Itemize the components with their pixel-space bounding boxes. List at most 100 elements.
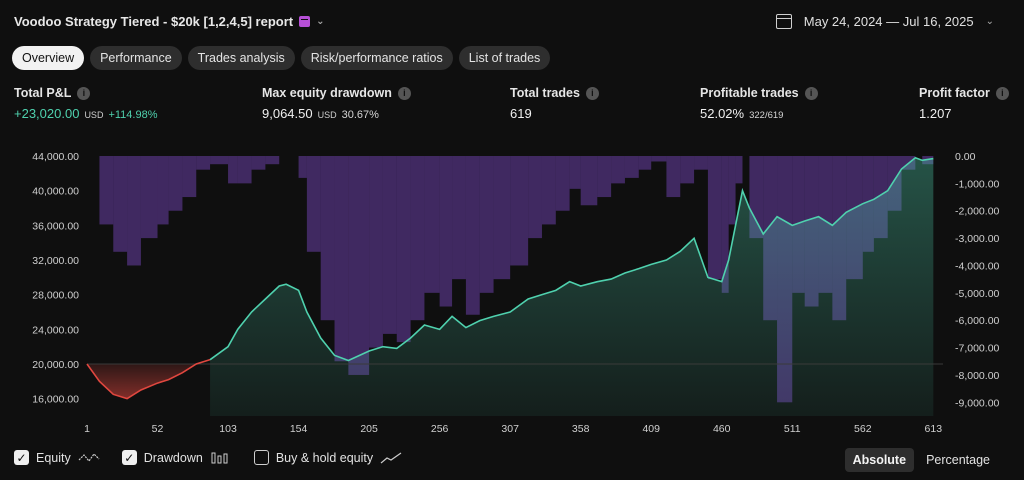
report-tabs: Overview Performance Trades analysis Ris… <box>12 46 551 70</box>
drawdown-bar <box>157 156 169 225</box>
drawdown-bar <box>334 156 349 362</box>
percentage-button[interactable]: Percentage <box>926 453 990 467</box>
drawdown-bar <box>510 156 529 266</box>
drawdown-bar <box>479 156 494 293</box>
x-axis-tick-label: 562 <box>854 423 872 435</box>
drawdown-bar <box>424 156 440 293</box>
drawdown-bar <box>265 156 280 165</box>
drawdown-bar <box>113 156 128 252</box>
drawdown-bar <box>541 156 556 225</box>
equity-drawdown-chart[interactable]: 44,000.00 40,000.00 36,000.00 32,000.00 28,0… <box>0 140 1024 440</box>
metric-value: 9,064.50 <box>262 106 313 121</box>
checkbox-buy-hold[interactable]: ✓ <box>253 450 269 465</box>
right-axis-tick-label: -1,000.00 <box>955 178 1000 190</box>
chevron-down-icon[interactable]: ⌄ <box>316 15 325 27</box>
right-axis-tick-label: -8,000.00 <box>955 370 1000 382</box>
buy-hold-line-icon <box>380 452 402 463</box>
checkbox-drawdown[interactable]: ✓ <box>121 450 137 465</box>
chevron-down-icon[interactable]: ⌄ <box>985 15 994 27</box>
metric-value: 52.02% <box>700 106 745 121</box>
date-range-picker[interactable]: May 24, 2024 — Jul 16, 2025 ⌄ <box>775 10 994 32</box>
left-axis-tick-label: 40,000.00 <box>32 186 79 198</box>
metric-profitable-trades: Profitable trades i 52.02% 322/619 <box>700 86 818 121</box>
strategy-badge-icon <box>299 15 311 27</box>
drawdown-bar <box>555 156 570 211</box>
drawdown-bar <box>369 156 383 348</box>
metric-profit-factor: Profit factor i 1.207 <box>919 86 1009 121</box>
tab-performance[interactable]: Performance <box>90 46 182 70</box>
drawdown-bar <box>611 156 625 184</box>
x-axis-tick-label: 103 <box>219 423 237 435</box>
toggle-label: Drawdown <box>143 450 203 465</box>
drawdown-bar <box>382 156 397 334</box>
x-axis-tick-label: 1 <box>84 423 90 435</box>
drawdown-bar <box>196 156 211 170</box>
left-axis-tick-label: 20,000.00 <box>32 359 79 371</box>
tab-list-of-trades[interactable]: List of trades <box>458 46 551 70</box>
right-axis-tick-label: -7,000.00 <box>955 343 1000 355</box>
drawdown-bar <box>396 156 411 343</box>
left-axis-tick-label: 36,000.00 <box>32 220 79 232</box>
drawdown-bar <box>651 156 667 162</box>
drawdown-bar <box>465 156 480 315</box>
right-axis-tick-label: 0.00 <box>955 151 976 163</box>
absolute-button[interactable]: Absolute <box>844 448 915 472</box>
equity-area <box>210 157 934 416</box>
tab-risk-performance-ratios[interactable]: Risk/performance ratios <box>300 46 453 70</box>
info-icon[interactable]: i <box>804 86 818 100</box>
drawdown-bar <box>707 156 722 280</box>
toggle-drawdown[interactable]: ✓ Drawdown <box>121 450 232 465</box>
drawdown-bar <box>168 156 183 211</box>
drawdown-bar <box>721 156 729 293</box>
drawdown-bar <box>99 156 114 225</box>
metric-max-drawdown: Max equity drawdown i 9,064.50 USD 30.67% <box>262 86 411 121</box>
drawdown-bar <box>735 156 743 184</box>
equity-line <box>209 156 934 362</box>
tab-trades-analysis[interactable]: Trades analysis <box>187 46 295 70</box>
drawdown-bar <box>127 156 141 266</box>
right-axis-tick-label: -4,000.00 <box>955 260 1000 272</box>
left-axis-tick-label: 16,000.00 <box>32 394 79 406</box>
toggle-buy-hold[interactable]: ✓ Buy & hold equity <box>253 450 402 465</box>
drawdown-bar <box>528 156 542 239</box>
date-range-text: May 24, 2024 — Jul 16, 2025 <box>803 13 974 29</box>
drawdown-bar <box>597 156 612 198</box>
tab-overview[interactable]: Overview <box>12 46 85 70</box>
drawdown-bar <box>580 156 598 206</box>
right-axis-tick-label: -5,000.00 <box>955 288 1000 300</box>
drawdown-bar <box>140 156 158 239</box>
x-axis-tick-label: 358 <box>572 423 590 435</box>
scale-toggle: Absolute Percentage <box>844 448 998 472</box>
metric-value: 1.207 <box>919 106 952 121</box>
drawdown-bar <box>182 156 197 198</box>
info-icon[interactable]: i <box>585 86 599 100</box>
drawdown-bar <box>251 156 266 170</box>
right-axis-tick-label: -3,000.00 <box>955 233 1000 245</box>
loss-area <box>87 364 211 399</box>
checkbox-equity[interactable]: ✓ <box>14 450 29 465</box>
right-axis-tick-label: -6,000.00 <box>955 315 1000 327</box>
left-axis-tick-label: 44,000.00 <box>32 151 79 163</box>
metric-label: Max equity drawdown <box>262 86 392 100</box>
calendar-icon[interactable] <box>775 13 792 29</box>
left-axis-tick-label: 24,000.00 <box>32 324 79 336</box>
drawdown-bar <box>638 156 652 170</box>
chart-series-toggles: ✓ Equity ✓ Drawdown ✓ Buy & hold equity <box>14 450 402 465</box>
toggle-label: Equity <box>36 450 71 465</box>
drawdown-bar <box>228 156 238 184</box>
report-title[interactable]: Voodoo Strategy Tiered - $20k [1,2,4,5] … <box>14 10 325 32</box>
metric-label: Profitable trades <box>700 86 799 100</box>
drawdown-bar <box>493 156 511 280</box>
toggle-equity[interactable]: ✓ Equity <box>14 450 100 465</box>
info-icon[interactable]: i <box>77 86 91 100</box>
x-axis-tick-label: 409 <box>642 423 660 435</box>
info-icon[interactable]: i <box>397 86 411 100</box>
drawdown-bar <box>210 156 229 165</box>
info-icon[interactable]: i <box>995 86 1009 100</box>
drawdown-bar <box>569 156 581 189</box>
metric-total-pnl: Total P&L i +23,020.00 USD +114.98% <box>14 86 158 121</box>
x-axis-tick-label: 52 <box>152 423 164 435</box>
metric-percent: 30.67% <box>341 109 379 121</box>
drawdown-bar <box>439 156 453 307</box>
drawdown-bar <box>320 156 335 321</box>
